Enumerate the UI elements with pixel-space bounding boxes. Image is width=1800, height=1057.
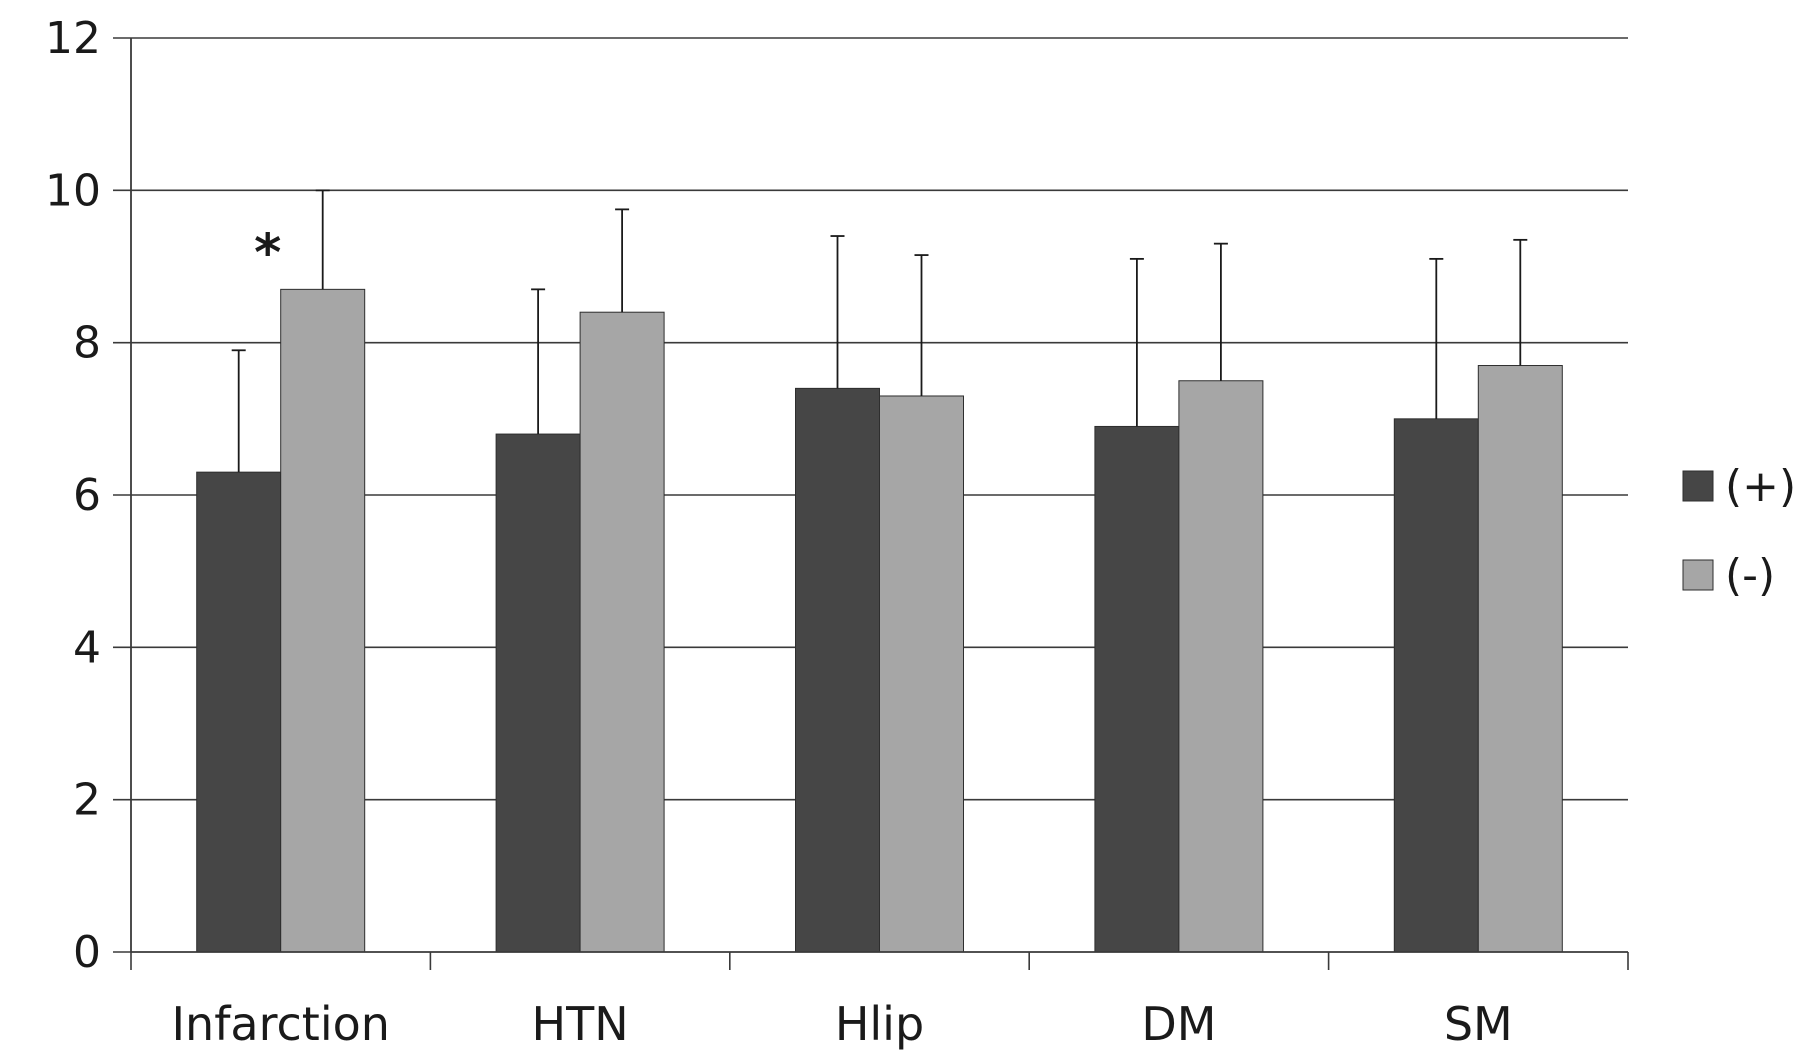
annotations: * <box>254 223 281 283</box>
bar <box>495 433 581 953</box>
legend-swatch <box>1682 559 1714 591</box>
x-category-label: Infarction <box>171 997 389 1051</box>
bar <box>1178 380 1264 953</box>
axes <box>130 38 1629 970</box>
bar <box>1094 425 1180 953</box>
bar <box>795 387 880 953</box>
x-axis-category-labels: Infarction HTN Hlip DM SM <box>171 997 1512 1051</box>
legend-label: (-) <box>1725 550 1775 601</box>
y-tick-label: 12 <box>45 13 101 64</box>
y-axis-tick-labels: 0 2 4 6 8 10 12 <box>45 13 101 978</box>
y-tick-label: 0 <box>73 927 101 978</box>
y-tick-label: 8 <box>73 318 101 369</box>
bar <box>196 471 282 953</box>
y-tick-label: 2 <box>73 775 101 826</box>
bar <box>280 288 366 953</box>
bar <box>1393 418 1479 953</box>
bar <box>579 311 665 953</box>
x-category-label: DM <box>1141 997 1216 1051</box>
bar <box>879 395 964 953</box>
legend-label: (+) <box>1725 461 1796 512</box>
y-tick-label: 10 <box>45 165 101 216</box>
legend-swatch <box>1682 470 1714 502</box>
y-tick-label: 4 <box>73 622 101 673</box>
x-category-label: SM <box>1444 997 1513 1051</box>
y-tick-label: 6 <box>73 470 101 521</box>
error-bars <box>231 189 1528 473</box>
significance-asterisk: * <box>254 223 281 283</box>
x-category-label: Hlip <box>835 997 924 1051</box>
x-category-label: HTN <box>532 997 629 1051</box>
bars <box>196 288 1563 953</box>
bar <box>1477 365 1563 953</box>
legend: (+) (-) <box>1682 461 1796 601</box>
